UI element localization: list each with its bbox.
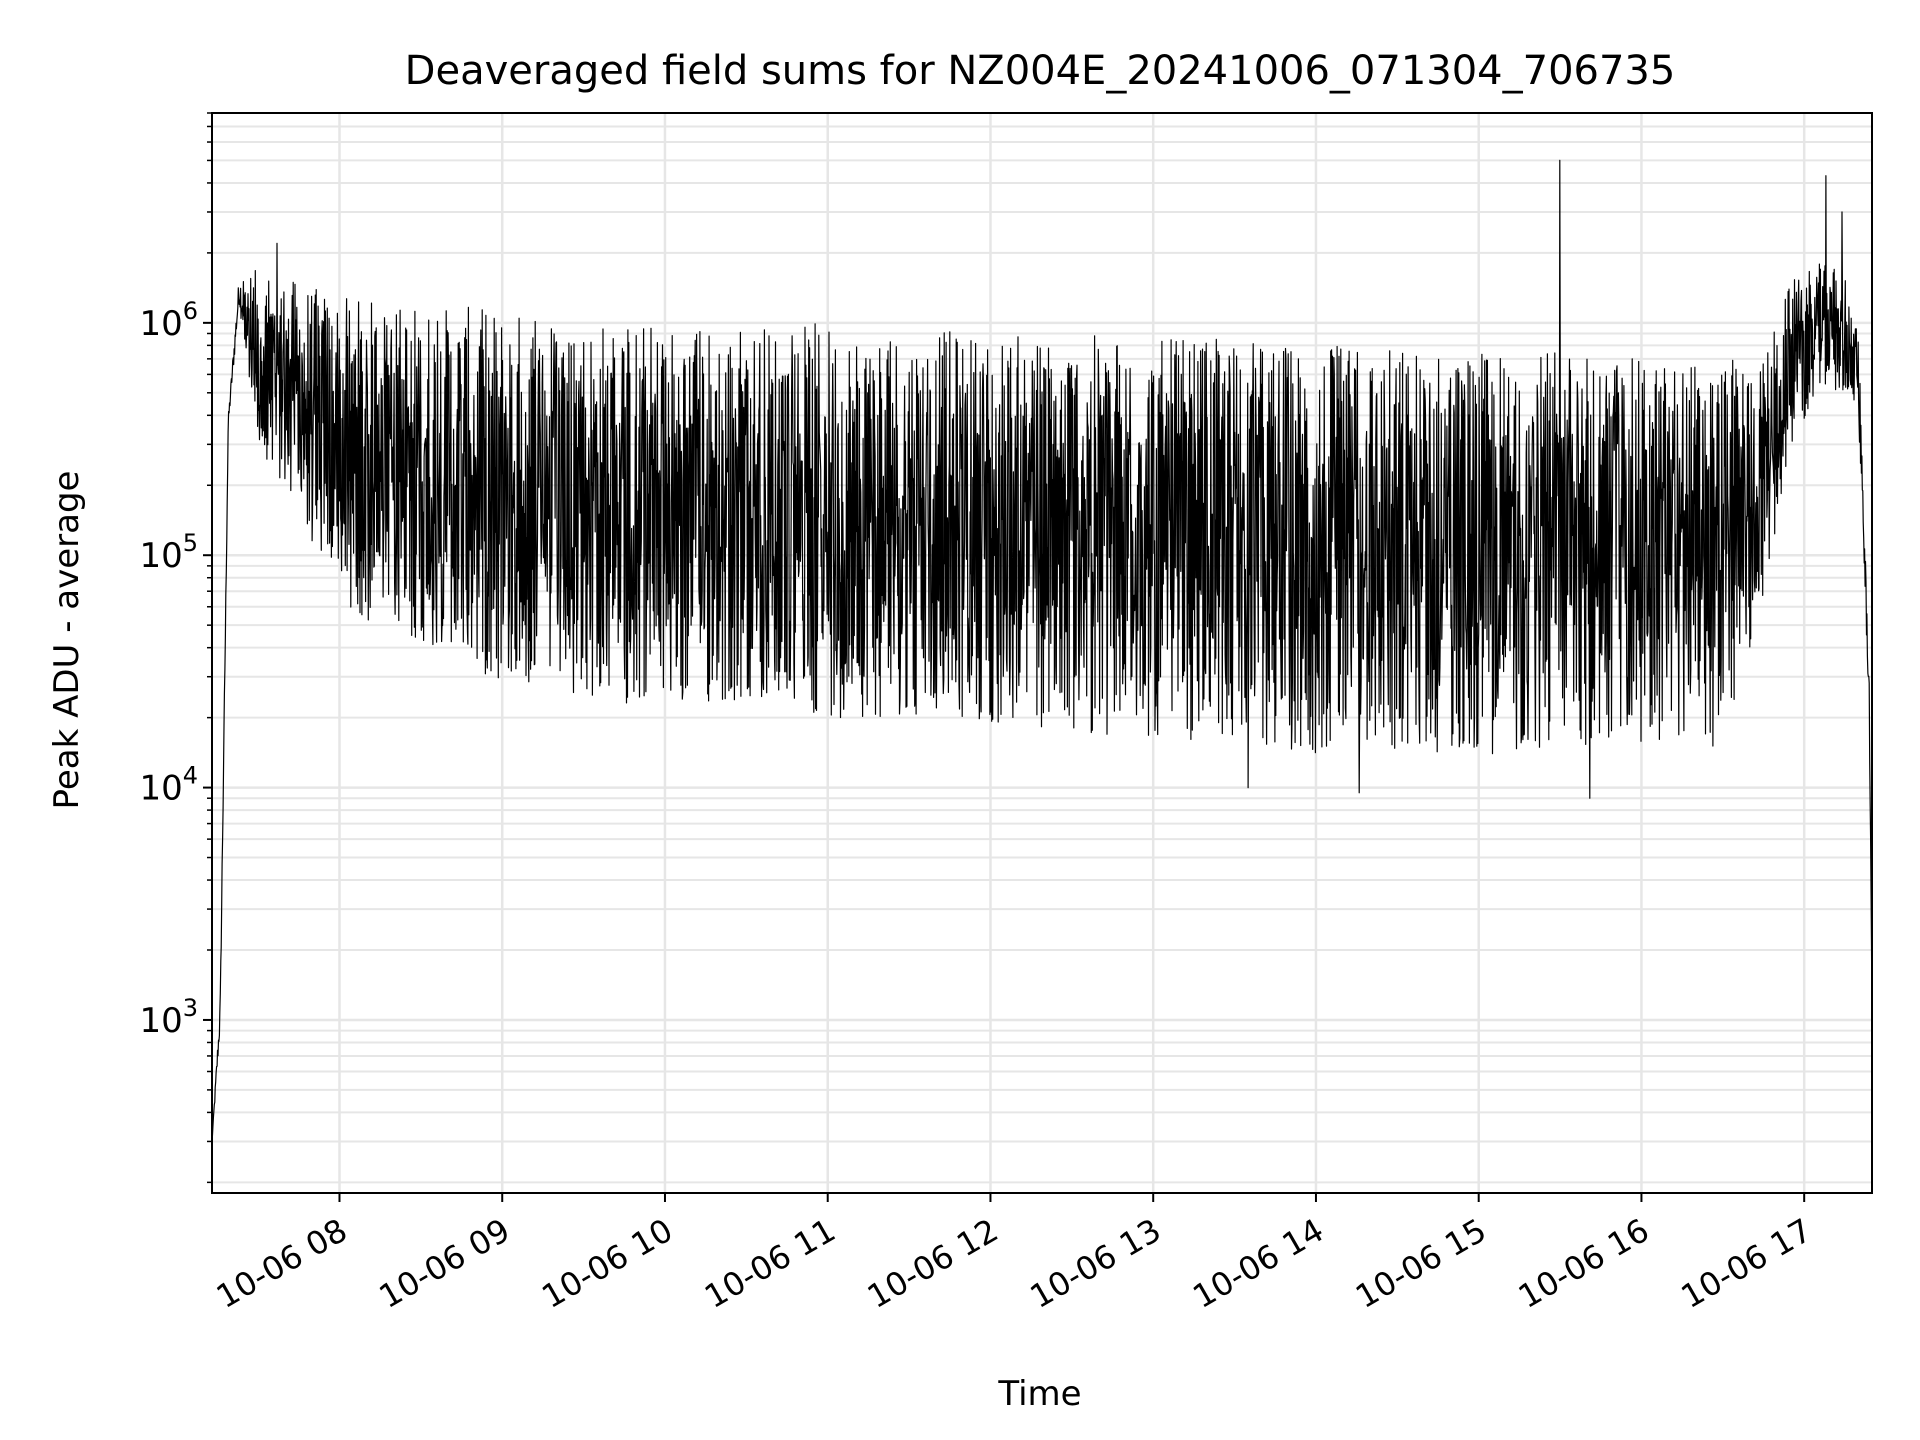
data-line <box>211 159 1873 1142</box>
data-series <box>211 159 1873 1142</box>
y-axis-label: Peak ADU - average <box>47 471 87 810</box>
y-tick-label: 103 <box>139 994 198 1041</box>
y-tick-label: 104 <box>139 762 198 809</box>
y-tick-label: 106 <box>139 297 198 344</box>
y-tick-label: 105 <box>139 529 198 576</box>
plot-frame <box>211 112 1873 1194</box>
x-axis-label: Time <box>997 1374 1081 1414</box>
chart-title: Deaveraged field sums for NZ004E_2024100… <box>405 48 1676 94</box>
